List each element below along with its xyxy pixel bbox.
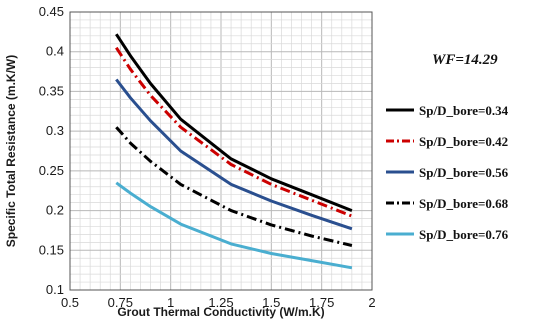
- x-axis-ticks: 0.5 0.75 1 1.25 1.5 1.75 2: [61, 295, 376, 310]
- x-axis-title: Grout Thermal Conductivity (W/m.K): [117, 305, 324, 319]
- x-tick-label: 1.5: [262, 295, 280, 310]
- series-line: [115, 46, 353, 218]
- plot-area: [69, 11, 373, 291]
- legend-label: Sp/D_bore=0.42: [419, 134, 508, 149]
- grid: [69, 11, 373, 291]
- y-tick-label: 0.4: [46, 44, 64, 59]
- legend-label: Sp/D_bore=0.56: [419, 165, 509, 180]
- y-tick-label: 0.1: [46, 282, 64, 297]
- legend: Sp/D_bore=0.34 Sp/D_bore=0.42 Sp/D_bore=0.…: [386, 103, 509, 242]
- x-tick-label: 1.25: [208, 295, 233, 310]
- legend-label: Sp/D_bore=0.76: [419, 227, 509, 242]
- series-line: [115, 126, 353, 247]
- y-tick-label: 0.2: [46, 203, 64, 218]
- legend-label: Sp/D_bore=0.68: [419, 196, 509, 211]
- wf-annotation: WF=14.29: [432, 52, 498, 68]
- legend-label: Sp/D_bore=0.34: [419, 103, 509, 118]
- x-tick-label: 1: [167, 295, 174, 310]
- series-lines: [115, 33, 353, 270]
- series-line: [115, 78, 353, 231]
- x-tick-label: 0.5: [61, 295, 79, 310]
- x-tick-label: 0.75: [108, 295, 133, 310]
- y-tick-label: 0.25: [39, 163, 64, 178]
- series-line: [115, 33, 353, 212]
- x-tick-label: 2: [368, 295, 375, 310]
- y-tick-label: 0.45: [39, 4, 64, 19]
- y-axis-title: Specific Total Resistance (m.K/W): [4, 55, 18, 248]
- y-tick-label: 0.35: [39, 83, 64, 98]
- x-tick-label: 1.75: [309, 295, 334, 310]
- y-tick-label: 0.3: [46, 123, 64, 138]
- y-tick-label: 0.15: [39, 242, 64, 257]
- y-axis-ticks: 0.1 0.15 0.2 0.25 0.3 0.35 0.4 0.45: [39, 4, 64, 297]
- series-line: [115, 181, 353, 270]
